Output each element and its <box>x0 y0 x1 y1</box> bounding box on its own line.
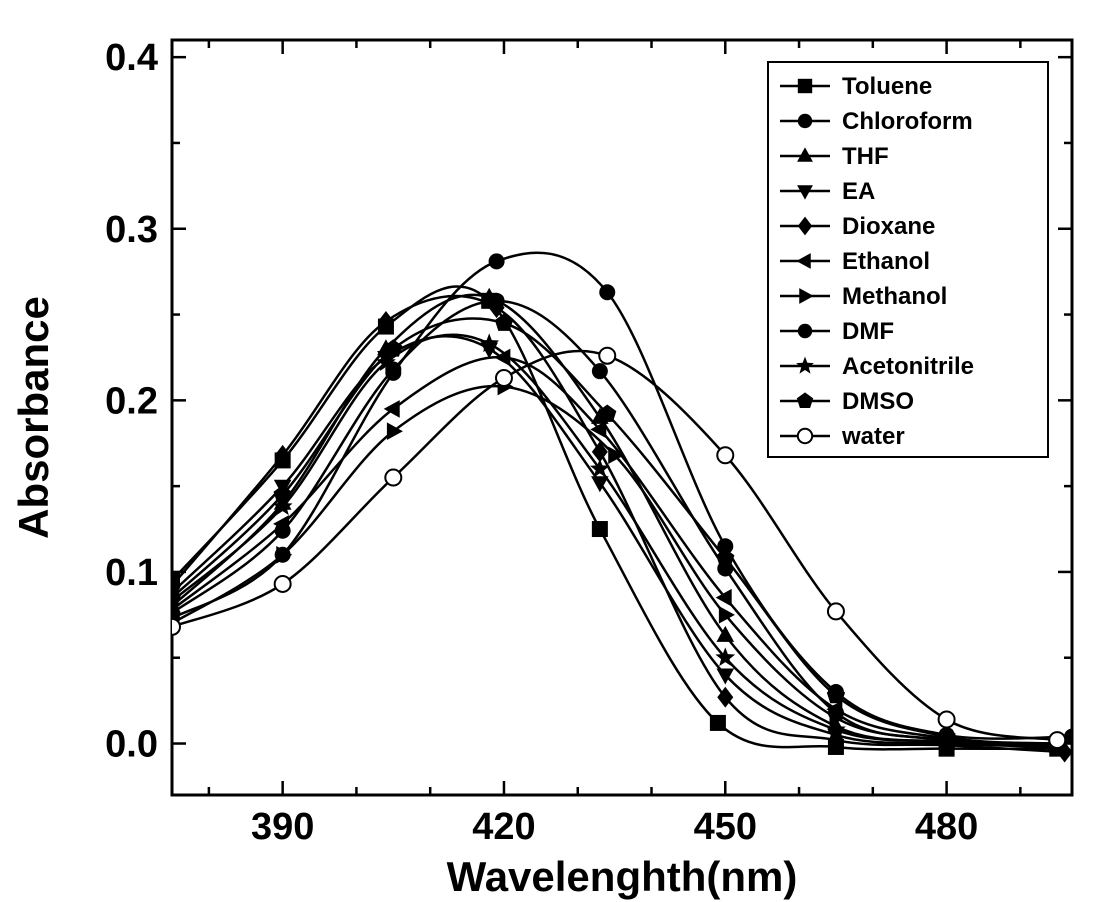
x-tick-label: 480 <box>915 806 978 848</box>
legend-label: DMSO <box>842 388 914 415</box>
absorbance-chart: 390 420 450 480 Wavelenghth(nm) 0.0 0.1 0.2 0.3 0… <box>0 0 1116 902</box>
x-axis-label: Wavelenghth(nm) <box>447 853 798 900</box>
x-tick-label: 390 <box>251 806 314 848</box>
legend-label: Methanol <box>842 283 947 310</box>
legend-label: Chloroform <box>842 108 973 135</box>
chart-container: 390 420 450 480 Wavelenghth(nm) 0.0 0.1 0.2 0.3 0… <box>0 0 1116 902</box>
y-tick-label: 0.3 <box>105 209 158 251</box>
legend-label: THF <box>842 143 889 170</box>
legend-label: water <box>841 423 905 450</box>
legend-label: EA <box>842 178 875 205</box>
legend-label: Ethanol <box>842 248 930 275</box>
y-tick-label: 0.4 <box>105 37 158 79</box>
legend-label: Toluene <box>842 73 932 100</box>
legend-label: Acetonitrile <box>842 353 974 380</box>
y-tick-label: 0.1 <box>105 552 158 594</box>
legend: Toluene Chloroform THF EA Dioxane Ethanol Meth… <box>768 62 1048 457</box>
legend-label: DMF <box>842 318 894 345</box>
y-tick-label: 0.0 <box>105 724 158 766</box>
x-tick-label: 420 <box>472 806 535 848</box>
y-tick-label: 0.2 <box>105 380 158 422</box>
x-tick-label: 450 <box>694 806 757 848</box>
y-axis-label: Absorbance <box>10 296 57 539</box>
legend-label: Dioxane <box>842 213 935 240</box>
